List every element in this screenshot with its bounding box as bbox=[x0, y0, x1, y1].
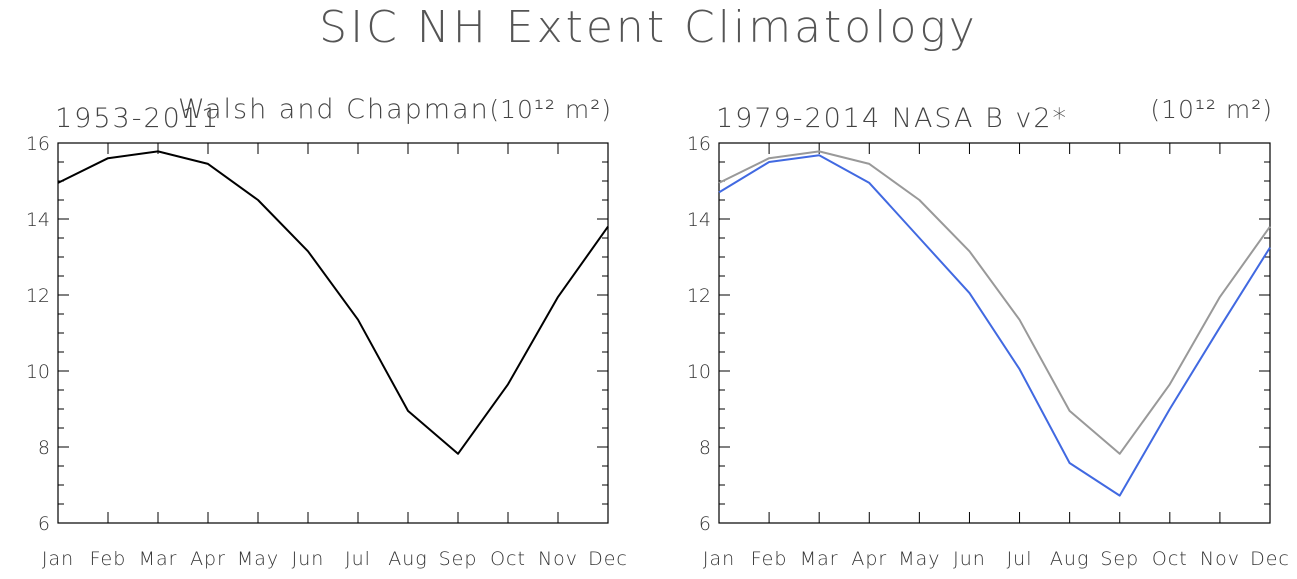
x-tick-label: Jun bbox=[953, 548, 986, 570]
x-tick-label: Aug bbox=[1050, 548, 1089, 570]
x-tick-label: Mar bbox=[139, 548, 178, 570]
x-tick-label: Apr bbox=[190, 548, 226, 570]
y-tick-label: 10 bbox=[26, 361, 50, 383]
x-tick-label: Dec bbox=[1250, 548, 1290, 570]
x-tick-label: Nov bbox=[1200, 548, 1240, 570]
x-tick-label: Sep bbox=[439, 548, 478, 570]
y-tick-label: 14 bbox=[26, 209, 50, 231]
left-panel: 1953-2011 Walsh and Chapman (10¹² m²) 6 8… bbox=[26, 94, 628, 570]
right-panel: 1979-2014 NASA B v2* (10¹² m²) 6 8 10 12 14 1… bbox=[687, 95, 1290, 570]
x-tick-label: Jul bbox=[1007, 548, 1033, 570]
left-panel-dataset-label: Walsh and Chapman bbox=[178, 94, 490, 125]
y-tick-label: 12 bbox=[687, 285, 711, 307]
y-tick-label: 10 bbox=[687, 361, 711, 383]
x-tick-label: Oct bbox=[490, 548, 526, 570]
y-tick-label: 16 bbox=[687, 133, 711, 155]
x-tick-label: Jan bbox=[42, 548, 74, 570]
y-tick-label: 16 bbox=[26, 133, 50, 155]
plot-frame bbox=[57, 142, 609, 524]
y-tick-label: 8 bbox=[699, 437, 711, 459]
y-tick-label: 14 bbox=[687, 209, 711, 231]
y-tick-label: 6 bbox=[38, 513, 50, 535]
x-tick-label: Feb bbox=[90, 548, 127, 570]
x-tick-label: Nov bbox=[538, 548, 578, 570]
series-line-1 bbox=[718, 154, 1271, 497]
series-line-0 bbox=[57, 150, 609, 455]
y-tick-label: 12 bbox=[26, 285, 50, 307]
right-panel-unit-label: (10¹² m²) bbox=[1150, 95, 1273, 124]
plot-frame bbox=[718, 142, 1271, 524]
x-tick-label: Jul bbox=[345, 548, 371, 570]
left-panel-unit-label: (10¹² m²) bbox=[489, 95, 612, 124]
y-tick-label: 6 bbox=[699, 513, 711, 535]
x-tick-label: Dec bbox=[588, 548, 628, 570]
chart-title: SIC NH Extent Climatology bbox=[319, 2, 978, 53]
x-tick-label: Oct bbox=[1152, 548, 1188, 570]
x-tick-label: Jun bbox=[292, 548, 325, 570]
x-tick-label: Sep bbox=[1100, 548, 1139, 570]
x-tick-label: May bbox=[237, 548, 279, 570]
x-tick-label: Jan bbox=[703, 548, 735, 570]
x-tick-label: Feb bbox=[751, 548, 788, 570]
x-tick-label: Aug bbox=[388, 548, 427, 570]
y-tick-label: 8 bbox=[38, 437, 50, 459]
x-tick-label: Apr bbox=[851, 548, 887, 570]
x-tick-label: Mar bbox=[800, 548, 839, 570]
left-panel-period-label: 1953-2011 bbox=[55, 103, 220, 134]
right-panel-period-label: 1979-2014 NASA B v2* bbox=[716, 103, 1068, 134]
x-tick-label: May bbox=[898, 548, 940, 570]
series-line-0 bbox=[718, 150, 1271, 455]
